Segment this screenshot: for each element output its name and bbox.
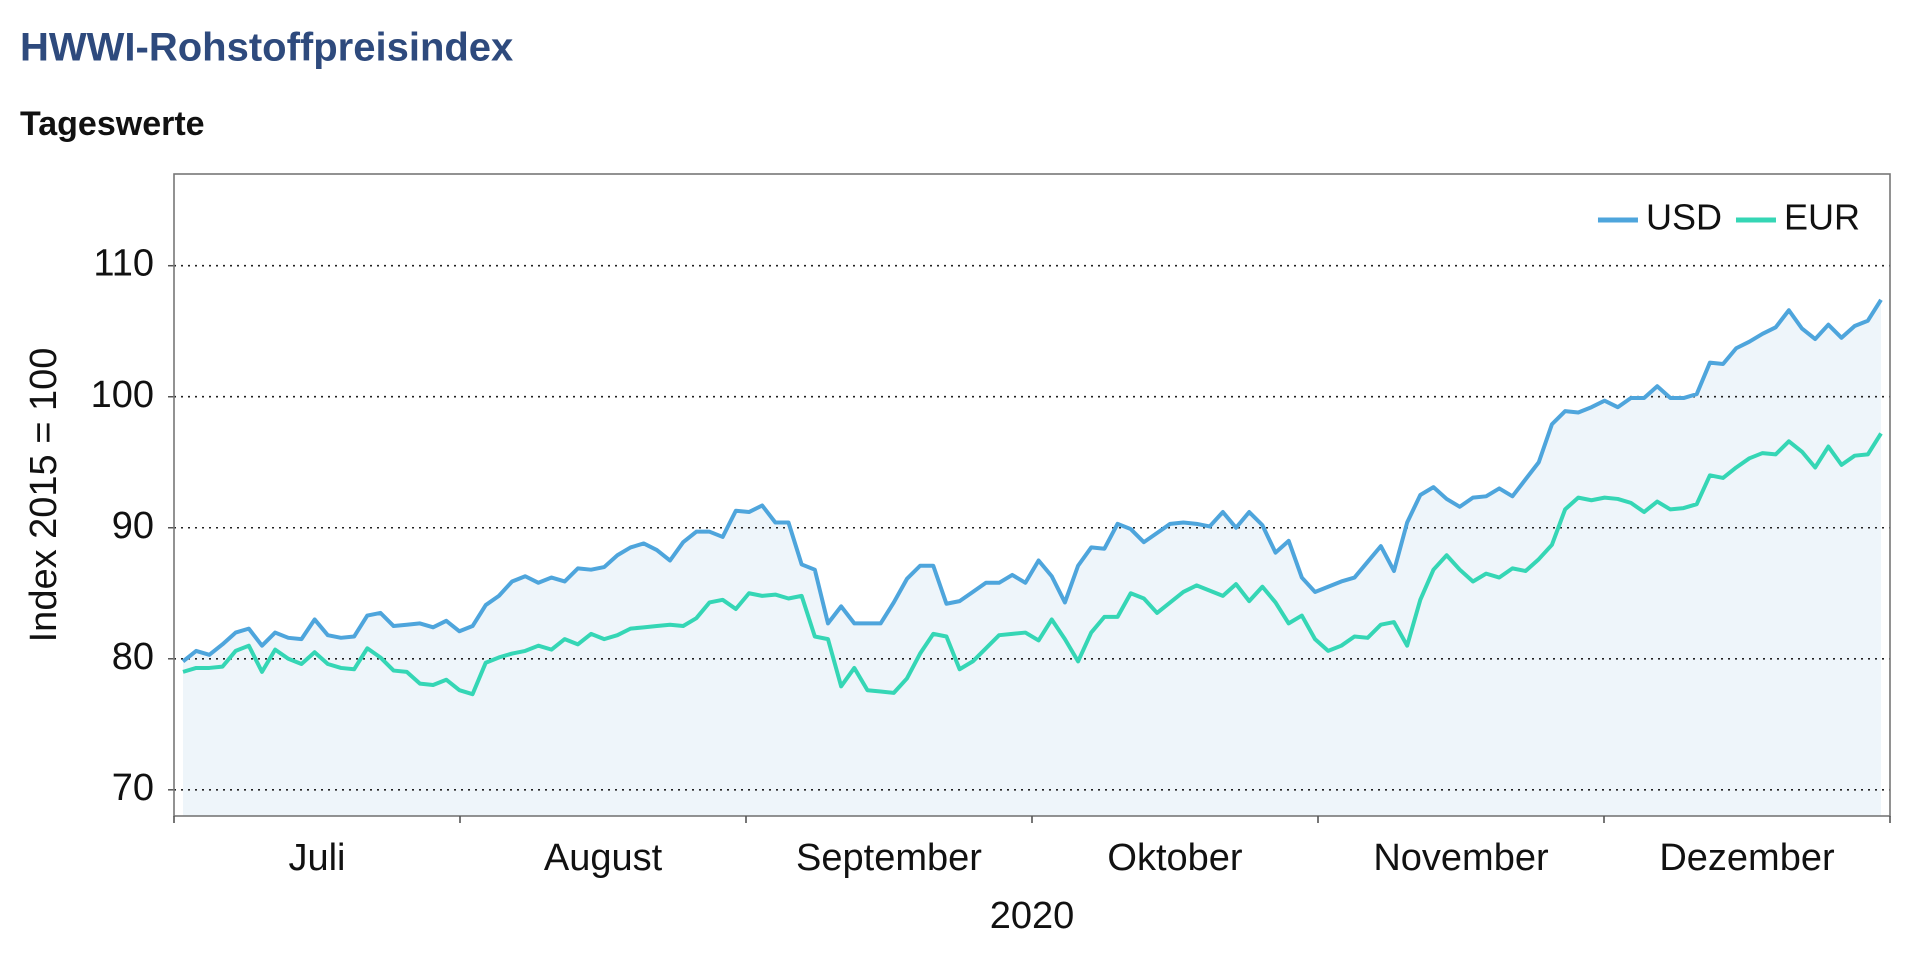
legend-label: USD [1646, 197, 1722, 238]
chart-subtitle: Tageswerte [20, 105, 205, 143]
chart-title: HWWI-Rohstoffpreisindex [20, 26, 513, 70]
x-tick-label: November [1373, 837, 1549, 879]
y-tick-label: 70 [112, 767, 154, 809]
x-tick-label: Oktober [1107, 837, 1243, 879]
line-series [181, 298, 1883, 663]
line-series [182, 432, 1883, 697]
x-tick-label: August [544, 837, 663, 879]
legend-label: EUR [1784, 197, 1860, 238]
y-tick-label: 100 [91, 374, 154, 416]
area [183, 299, 1881, 816]
x-tick-label: September [796, 837, 982, 879]
x-tick-label: Dezember [1659, 837, 1835, 879]
y-tick-label: 80 [112, 636, 154, 678]
x-tick-label: Juli [288, 837, 345, 879]
x-axis-label: 2020 [990, 895, 1075, 937]
y-tick-label: 90 [112, 505, 154, 547]
y-tick-label: 110 [93, 243, 154, 285]
y-axis-label: Index 2015 = 100 [23, 348, 65, 643]
